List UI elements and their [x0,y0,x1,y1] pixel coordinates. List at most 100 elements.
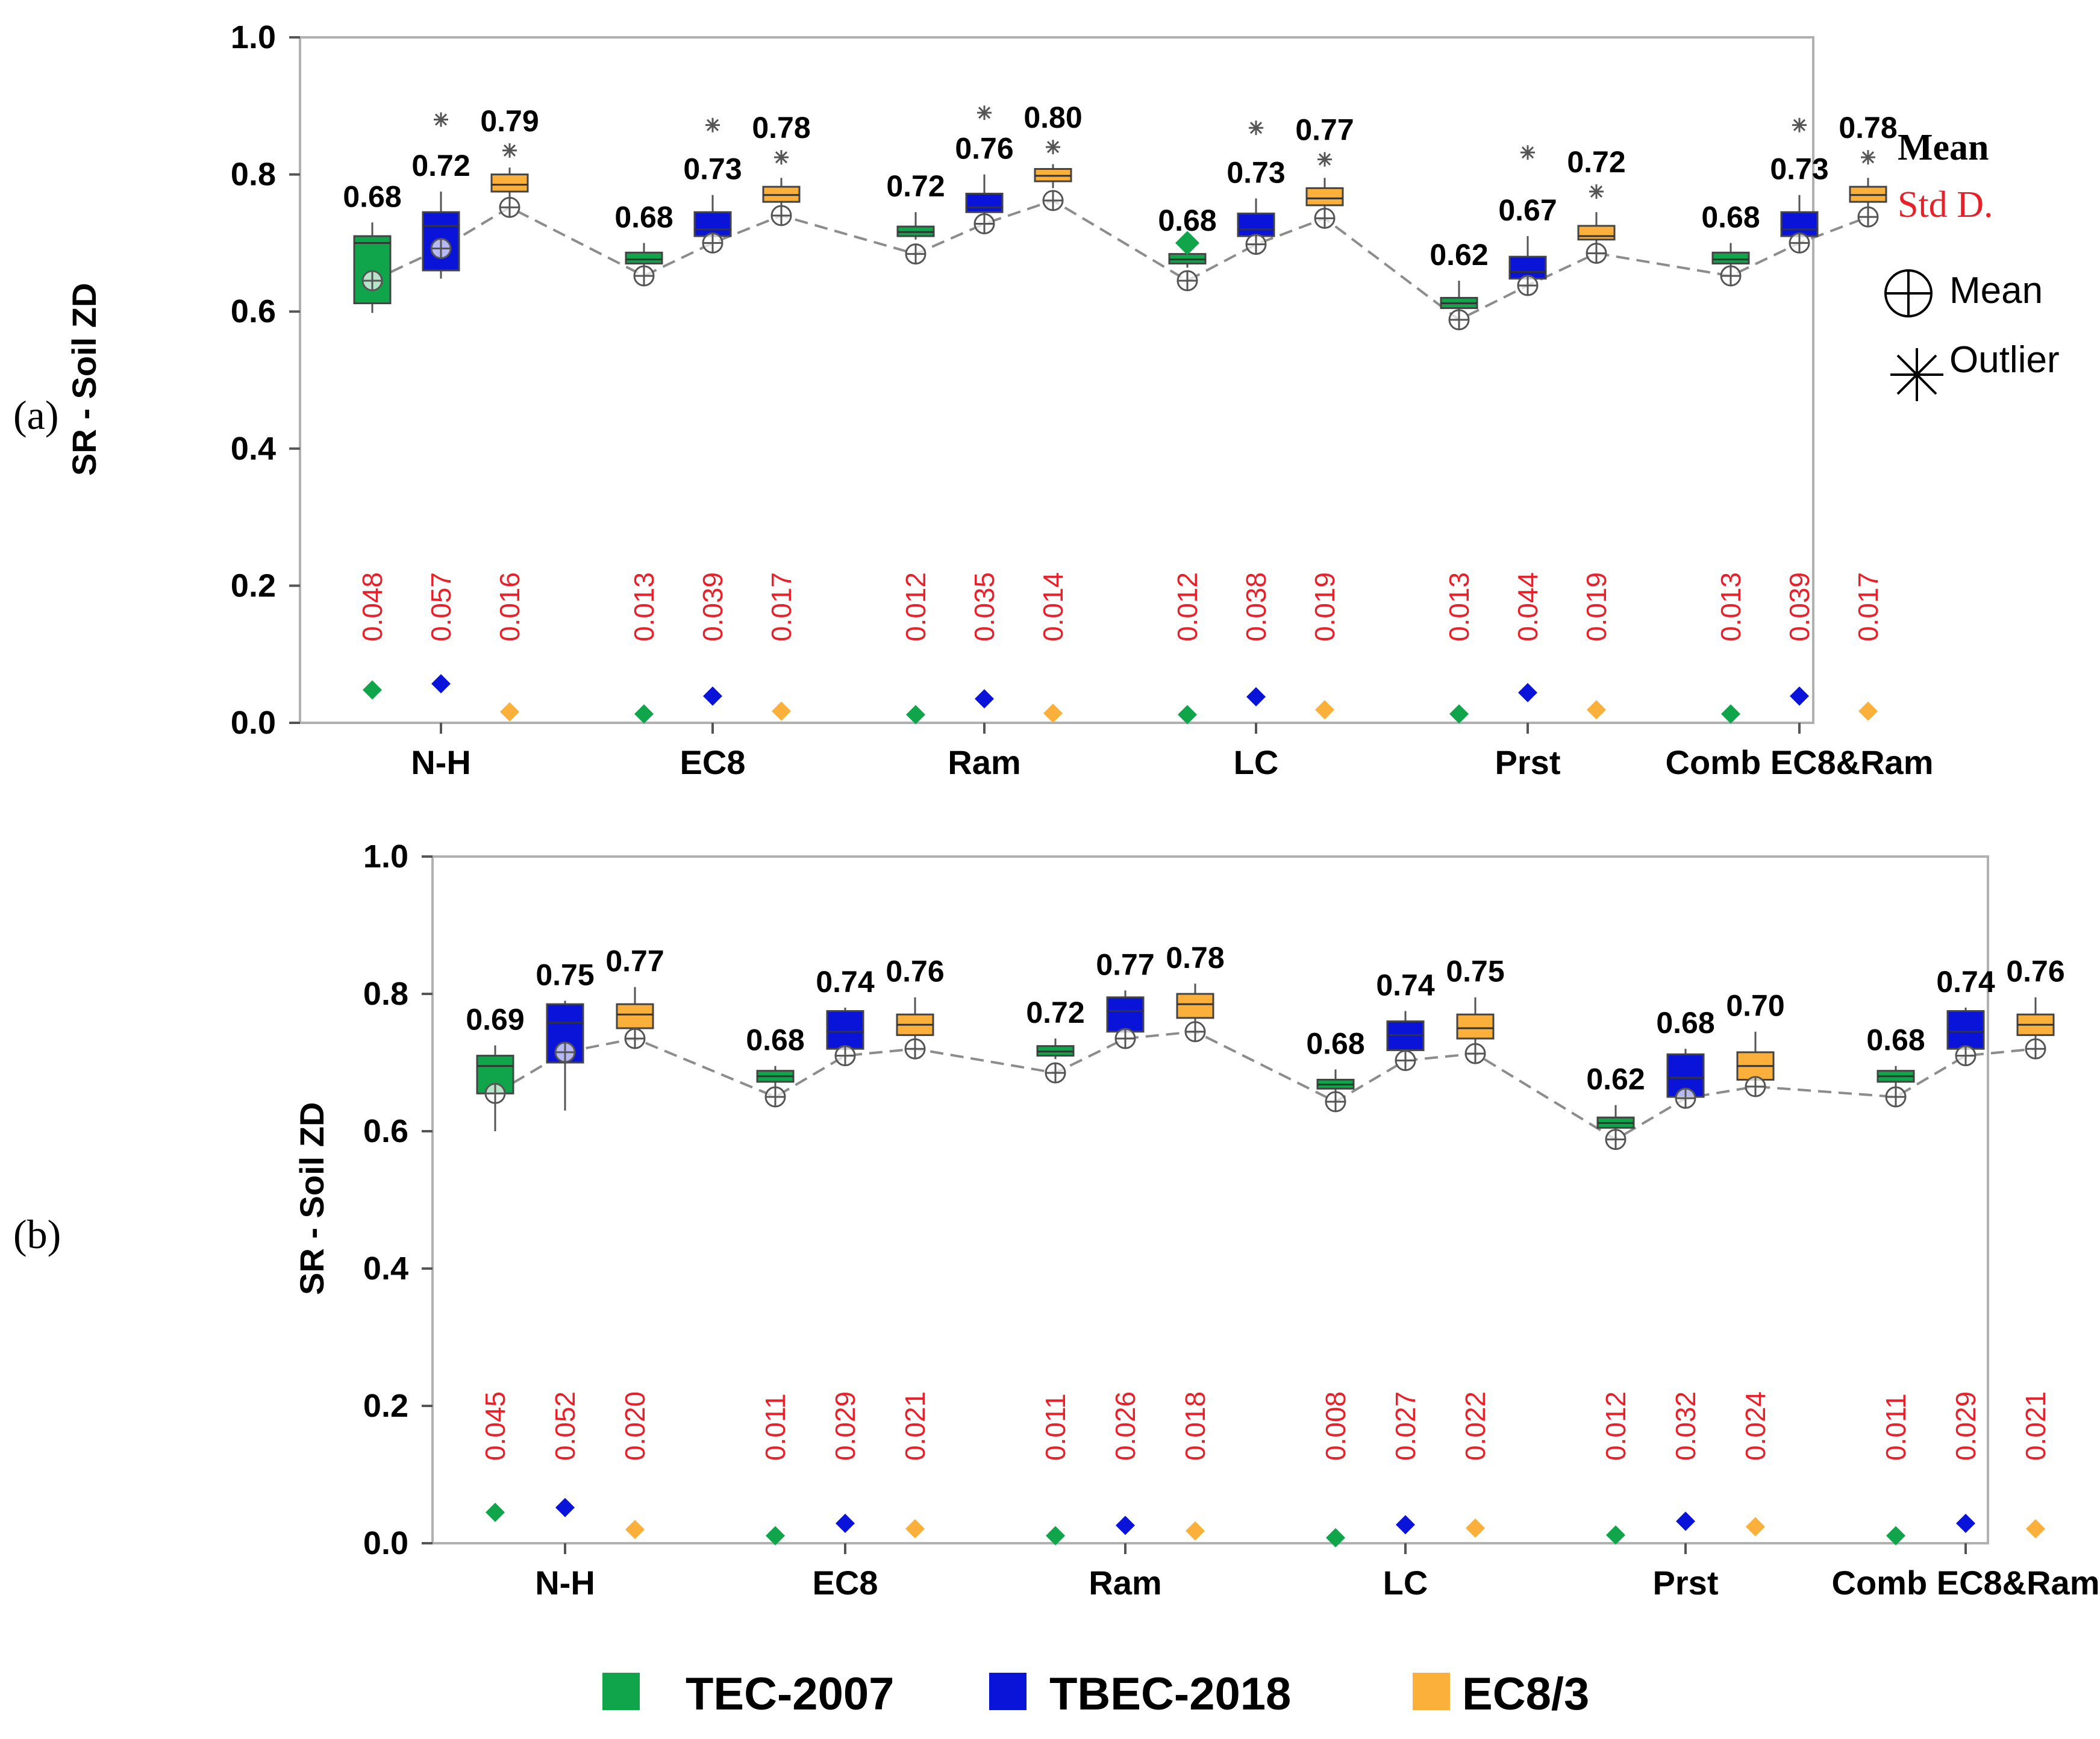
std-diamond [1587,700,1606,720]
mean-value-label: 0.72 [1026,996,1084,1029]
outlier-stroke [434,113,448,126]
std-diamond [1326,1528,1345,1547]
mean-value-label: 0.78 [752,111,810,145]
box-body [616,1003,654,1029]
outlier-point [774,150,789,165]
std-value-label: 0.020 [619,1391,651,1461]
series-legend: TEC-2007 TBEC-2018 EC8/3 [0,1659,2100,1720]
outlier-stroke [503,144,516,157]
std-value-label: 0.039 [697,572,728,642]
outlier-point [1175,231,1199,255]
mean-value-label: 0.69 [466,1003,524,1037]
legend-label-tec2007: TEC-2007 [686,1669,895,1720]
outlier-stroke [978,107,991,119]
x-category-label: EC8 [813,1564,878,1602]
mean-value-label: 0.73 [1227,155,1285,189]
mean-value-label: 0.68 [1701,200,1760,234]
x-category-label: Ram [948,743,1020,781]
std-value-label: 0.045 [480,1391,511,1461]
mean-value-label: 0.77 [1096,948,1154,981]
std-value-label: 0.027 [1390,1391,1421,1461]
mean-trend-line [372,199,1869,322]
std-value-label: 0.024 [1740,1391,1771,1461]
std-value-label: 0.026 [1110,1391,1141,1461]
std-diamond [766,1526,785,1546]
std-value-label: 0.013 [1443,572,1475,642]
std-diamond [1790,686,1809,706]
std-diamond [1676,1511,1695,1531]
box-body [1946,1010,1985,1050]
mean-value-label: 0.77 [1295,113,1354,147]
mean-value-label: 0.76 [886,955,944,988]
mean-value-label: 0.73 [683,152,742,186]
outlier-point [977,105,992,120]
legend-item-ec83: EC8/3 [1413,1659,1654,1720]
mean-value-label: 0.72 [1567,145,1625,179]
std-diamond [1315,700,1334,720]
std-diamond [625,1520,645,1540]
box-body [353,235,392,305]
box-body [1780,211,1819,237]
box-body [1577,225,1616,241]
std-value-label: 0.013 [628,572,660,642]
mean-value-label: 0.74 [1936,965,1995,999]
y-tick-label: 0.0 [231,705,276,741]
mean-value-label: 0.78 [1839,111,1897,145]
std-diamond [1886,1526,1905,1546]
mean-trend-line [494,1030,2036,1141]
outlier-point [1520,145,1535,160]
mean-value-label: 0.74 [816,965,875,999]
mean-value-label: 0.62 [1586,1063,1645,1096]
legend-outlier-symbol-label: Outlier [1949,339,2060,381]
outlier-stroke [775,151,788,164]
std-value-label: 0.021 [2020,1391,2051,1461]
legend-swatch-tbec2018 [989,1673,1027,1710]
box-body [490,173,529,193]
y-tick-label: 0.2 [231,567,276,604]
mean-value-label: 0.68 [1866,1023,1925,1057]
chart-panel-a: 0.0 0.2 0.4 0.6 0.8 1.0 N-H EC8 Ram LC Prst Comb EC… [231,19,1934,781]
std-value-label: 0.039 [1784,572,1815,642]
std-value-label: 0.013 [1715,572,1746,642]
box-body [1106,996,1145,1033]
std-diamond [486,1502,505,1522]
outlier-point [502,143,517,158]
mean-value-label: 0.75 [536,958,594,991]
std-diamond [1116,1516,1135,1535]
mean-value-label: 0.72 [886,169,945,203]
legend-swatch-tec2007 [602,1673,640,1710]
legend-mean-symbol-label: Mean [1949,270,2043,311]
std-diamond [1746,1517,1765,1537]
outlier-point [705,117,720,133]
legend-label-tbec2018: TBEC-2018 [1049,1669,1292,1720]
mean-value-label: 0.68 [746,1023,804,1057]
mean-symbol-icon [1884,269,1933,317]
outlier-stroke [1590,185,1603,198]
std-diamond [1396,1515,1415,1535]
std-value-label: 0.021 [899,1391,931,1461]
outlier-point [1792,117,1807,133]
y-tick-label: 1.0 [363,838,408,875]
std-diamond [1043,704,1063,723]
std-diamond [906,705,925,725]
y-tick-label: 0.0 [363,1525,408,1561]
mean-value-label: 0.72 [411,149,470,183]
chart-panel-b: 0.0 0.2 0.4 0.6 0.8 1.0 N-H EC8 Ram LC Prst Comb EC… [363,838,2100,1602]
box-body [965,192,1004,213]
mean-value-label: 0.76 [2006,955,2064,988]
std-diamond [2026,1519,2045,1539]
std-diamond [1606,1525,1625,1545]
mean-value-label: 0.68 [1656,1006,1714,1040]
x-category-label: N-H [411,743,471,781]
std-value-label: 0.044 [1512,572,1543,642]
mean-value-label: 0.80 [1023,101,1082,134]
std-value-label: 0.052 [549,1391,581,1461]
legend-mean-title: Mean [1898,127,1989,168]
std-value-label: 0.032 [1670,1391,1701,1461]
outlier-stroke [1046,141,1060,154]
legend-swatch-ec83 [1413,1673,1450,1710]
std-diamond [1246,687,1266,707]
outlier-stroke [1861,151,1875,164]
std-diamond [555,1497,575,1517]
std-diamond [905,1519,925,1539]
